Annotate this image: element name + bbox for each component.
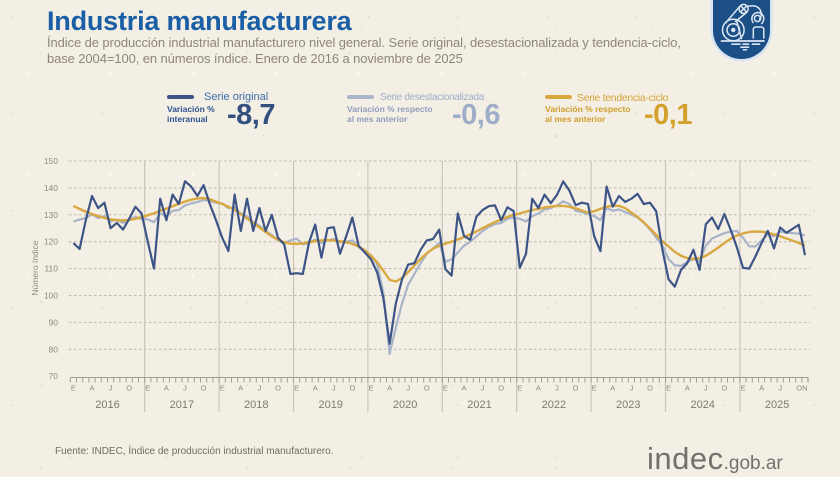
svg-text:O: O bbox=[647, 384, 653, 393]
svg-text:A: A bbox=[238, 384, 243, 393]
svg-text:A: A bbox=[536, 384, 541, 393]
svg-text:2021: 2021 bbox=[467, 399, 491, 411]
svg-text:J: J bbox=[183, 384, 187, 393]
svg-text:E: E bbox=[592, 384, 597, 393]
svg-text:A: A bbox=[387, 384, 392, 393]
svg-text:O: O bbox=[126, 384, 132, 393]
svg-text:110: 110 bbox=[44, 264, 58, 274]
svg-text:E: E bbox=[740, 384, 745, 393]
svg-text:O: O bbox=[275, 384, 281, 393]
svg-text:A: A bbox=[461, 384, 466, 393]
svg-text:J: J bbox=[406, 384, 410, 393]
svg-text:J: J bbox=[481, 384, 485, 393]
svg-text:O: O bbox=[498, 384, 504, 393]
svg-text:150: 150 bbox=[44, 156, 58, 166]
svg-text:E: E bbox=[368, 384, 373, 393]
svg-text:A: A bbox=[610, 384, 615, 393]
svg-text:ON: ON bbox=[796, 384, 807, 393]
svg-text:140: 140 bbox=[44, 183, 58, 193]
svg-text:J: J bbox=[258, 384, 262, 393]
svg-text:E: E bbox=[220, 384, 225, 393]
svg-text:2017: 2017 bbox=[170, 399, 194, 411]
svg-text:O: O bbox=[573, 384, 579, 393]
svg-text:80: 80 bbox=[49, 344, 59, 354]
svg-text:2018: 2018 bbox=[244, 399, 268, 411]
svg-text:A: A bbox=[164, 384, 169, 393]
svg-text:E: E bbox=[145, 384, 150, 393]
svg-text:J: J bbox=[778, 384, 782, 393]
svg-text:A: A bbox=[89, 384, 94, 393]
svg-text:E: E bbox=[517, 384, 522, 393]
svg-text:E: E bbox=[666, 384, 671, 393]
svg-text:J: J bbox=[704, 384, 708, 393]
svg-text:O: O bbox=[721, 384, 727, 393]
svg-text:2019: 2019 bbox=[318, 399, 342, 411]
svg-text:70: 70 bbox=[49, 371, 59, 381]
svg-text:E: E bbox=[294, 384, 299, 393]
svg-text:J: J bbox=[109, 384, 113, 393]
svg-text:J: J bbox=[555, 384, 559, 393]
svg-text:E: E bbox=[443, 384, 448, 393]
svg-text:2023: 2023 bbox=[616, 399, 640, 411]
svg-text:O: O bbox=[424, 384, 430, 393]
svg-text:2022: 2022 bbox=[542, 399, 566, 411]
svg-text:A: A bbox=[313, 384, 318, 393]
svg-text:A: A bbox=[759, 384, 764, 393]
svg-text:Número índice: Número índice bbox=[30, 240, 40, 296]
svg-text:2016: 2016 bbox=[95, 399, 119, 411]
svg-text:O: O bbox=[349, 384, 355, 393]
svg-text:2025: 2025 bbox=[765, 399, 789, 411]
svg-text:2024: 2024 bbox=[690, 399, 714, 411]
svg-text:90: 90 bbox=[49, 317, 59, 327]
svg-text:2020: 2020 bbox=[393, 399, 417, 411]
svg-text:100: 100 bbox=[44, 291, 58, 301]
svg-text:120: 120 bbox=[44, 237, 58, 247]
svg-text:E: E bbox=[71, 384, 76, 393]
svg-text:J: J bbox=[630, 384, 634, 393]
svg-text:A: A bbox=[685, 384, 690, 393]
svg-text:O: O bbox=[201, 384, 207, 393]
svg-text:130: 130 bbox=[44, 210, 58, 220]
svg-text:J: J bbox=[332, 384, 336, 393]
